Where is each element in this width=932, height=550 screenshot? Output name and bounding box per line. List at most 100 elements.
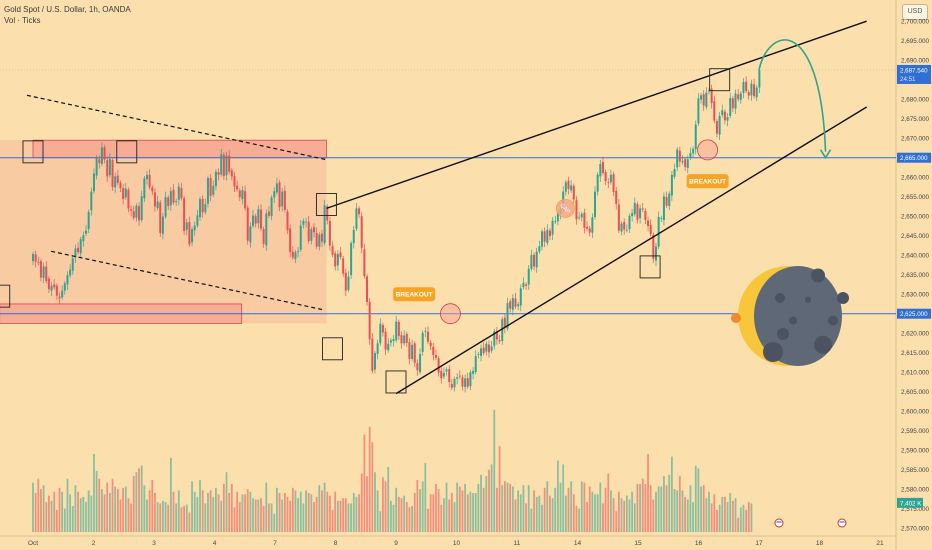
pivot-marker [0, 284, 11, 308]
volume-bar [90, 495, 93, 532]
volume-bar [610, 490, 612, 532]
candle-body [164, 197, 167, 217]
price-tick-label: 2,690.000 [901, 58, 930, 65]
candle-body [737, 94, 740, 100]
candle-body [413, 343, 416, 363]
volume-bar [209, 490, 212, 532]
moon-crater [789, 316, 797, 325]
volume-bar [48, 495, 50, 532]
candle-body [347, 276, 350, 290]
volume-indicator-title[interactable]: Vol · Ticks [4, 16, 41, 25]
volume-bar [567, 487, 570, 532]
candle-body [742, 82, 745, 93]
candle-body [283, 190, 286, 210]
volume-bar [71, 506, 74, 532]
candle-body [647, 220, 650, 226]
candle-body [591, 217, 594, 233]
candle-body [548, 230, 551, 237]
candle-body [135, 205, 138, 218]
candle-body [519, 288, 522, 306]
candle-body [594, 191, 597, 217]
candle-body [87, 211, 90, 230]
volume-bar [572, 494, 575, 532]
time-tick-label: 3 [152, 540, 156, 547]
volume-bar [636, 483, 639, 532]
candle-body [111, 160, 114, 187]
volume-bar [55, 509, 58, 532]
price-tick-label: 2,600.000 [901, 409, 930, 416]
moon-crater [805, 296, 811, 303]
candle-body [95, 157, 98, 176]
candle-body [657, 216, 660, 247]
candle-body [85, 230, 88, 234]
candle-body [74, 248, 77, 258]
volume-bar [275, 487, 278, 532]
volume-bar [655, 491, 657, 532]
candle-body [556, 212, 559, 222]
volume-bar [482, 487, 485, 532]
candle-body [368, 302, 371, 340]
volume-bar [384, 481, 387, 532]
candle-body [546, 229, 549, 244]
volume-bar [286, 496, 289, 532]
volume-bar [631, 491, 634, 532]
volume-bar [466, 494, 469, 532]
candle-body [694, 124, 697, 150]
volume-bar [575, 506, 578, 532]
candle-body [37, 262, 40, 264]
dashed-channel-line [51, 250, 324, 311]
candle-body [212, 185, 215, 195]
volume-bar [74, 485, 77, 532]
volume-bar [95, 470, 98, 532]
volume-badge-label: 7.402 K [900, 500, 922, 507]
price-tick-label: 2,605.000 [901, 389, 930, 396]
candle-body [313, 227, 316, 233]
volume-bar [177, 490, 180, 532]
volume-bar [336, 500, 339, 532]
price-tick-label: 2,645.000 [901, 233, 930, 240]
volume-bar [432, 494, 435, 532]
candle-body [191, 229, 194, 243]
pivot-marker [315, 193, 337, 216]
volume-bar [578, 508, 581, 532]
candle-body [424, 331, 427, 333]
volume-bar [477, 483, 480, 532]
volume-bar [641, 478, 644, 532]
candle-body [116, 175, 119, 184]
volume-bar [639, 483, 641, 532]
symbol-title[interactable]: Gold Spot / U.S. Dollar, 1h, OANDA [4, 5, 131, 14]
candle-body [220, 154, 223, 175]
currency-selector[interactable]: USD [902, 4, 928, 20]
volume-bar [530, 508, 533, 532]
volume-bar [260, 498, 262, 532]
volume-bar [238, 502, 241, 532]
candle-body [297, 250, 300, 252]
candle-body [753, 84, 756, 97]
volume-bar [625, 495, 628, 532]
volume-bar [649, 485, 652, 532]
candle-body [156, 201, 159, 209]
volume-bar [254, 499, 257, 532]
volume-bar [207, 493, 209, 532]
candle-body [201, 199, 204, 213]
price-tick-label: 2,675.000 [901, 116, 930, 123]
time-tick-label: 9 [394, 540, 398, 547]
volume-bar [397, 496, 400, 532]
candle-body [188, 222, 191, 245]
volume-bar [368, 426, 371, 532]
volume-bar [437, 489, 440, 532]
volume-bar [697, 468, 700, 532]
candle-body [159, 202, 162, 233]
candle-body [53, 284, 56, 288]
volume-bar [193, 491, 196, 532]
pivot-marker [322, 337, 343, 361]
volume-bar [344, 498, 347, 532]
candle-body [477, 354, 480, 356]
volume-bar [262, 506, 265, 532]
volume-bar [673, 489, 676, 532]
candle-body [148, 174, 151, 188]
volume-bar [501, 485, 504, 532]
volume-bar [331, 509, 334, 532]
candle-body [228, 155, 231, 172]
